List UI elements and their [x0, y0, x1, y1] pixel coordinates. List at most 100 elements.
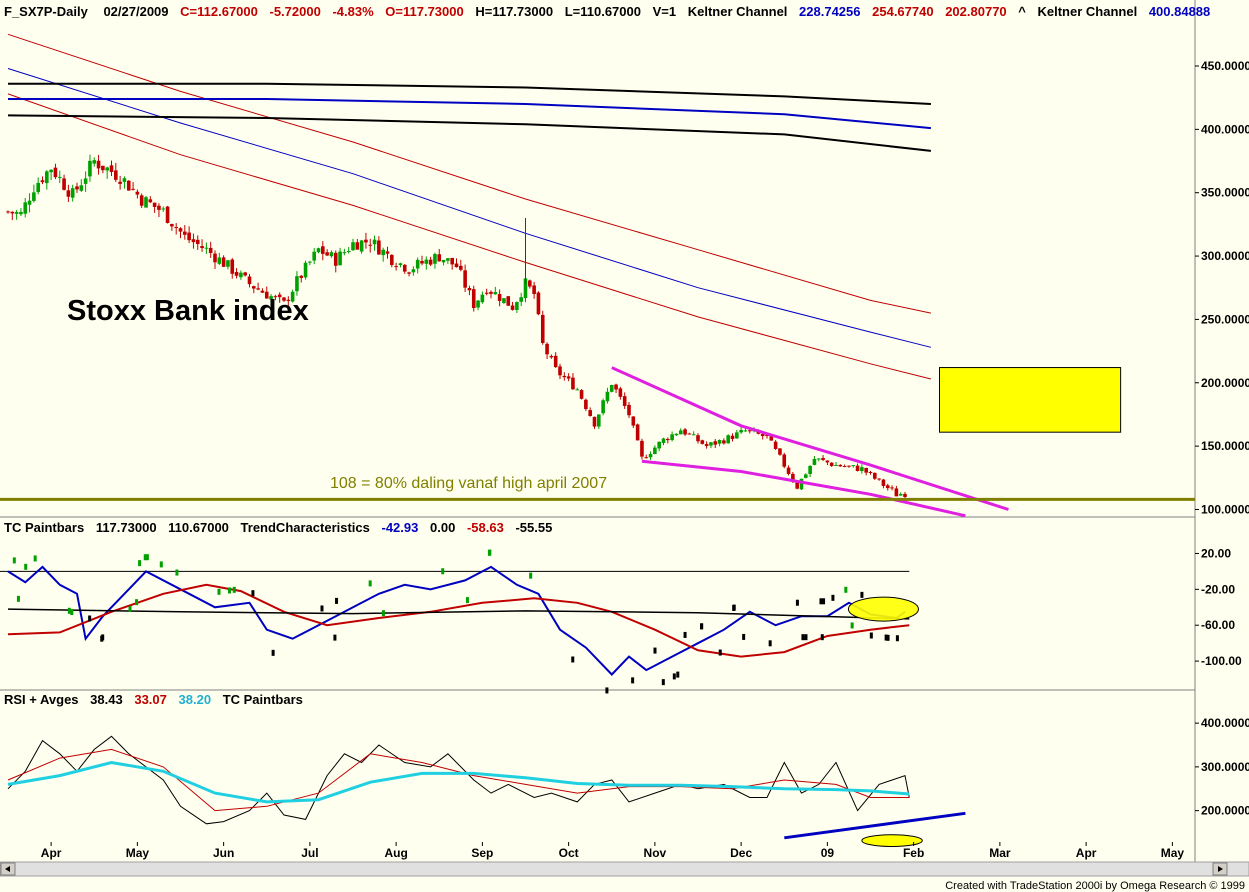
candle-down [165, 206, 170, 223]
candle-down [6, 211, 10, 213]
paintbar-dot [795, 599, 799, 606]
candle-down [528, 280, 532, 287]
candle-up [312, 251, 316, 261]
candle-up [424, 259, 429, 264]
candle-up [295, 276, 299, 292]
paintbar-dot [70, 609, 74, 616]
candle-up [515, 302, 519, 310]
paintbar-dot [335, 597, 339, 604]
footer-credit: Created with TradeStation 2000i by Omega… [945, 880, 1245, 892]
candle-down [234, 272, 239, 276]
candle-down [230, 259, 235, 274]
candle-up [502, 298, 506, 303]
candle-down [903, 493, 907, 497]
scrollbar-track[interactable] [0, 861, 1249, 877]
candle-up [523, 278, 528, 299]
xtick-label: Sep [471, 846, 493, 860]
trend-series-trend [7, 565, 906, 676]
highlight-box [939, 367, 1122, 433]
candle-up [739, 429, 743, 433]
xtick-label: Apr [41, 846, 62, 860]
candle-up [670, 434, 674, 441]
paintbar-dot [844, 586, 848, 593]
candle-down [243, 272, 247, 276]
xtick-label: Nov [644, 846, 667, 860]
paintbar-dot [159, 561, 163, 568]
candle-down [864, 467, 868, 473]
paintbar-dot [128, 605, 132, 612]
candle-down [782, 454, 787, 467]
candle-up [601, 400, 605, 414]
chart-title: Stoxx Bank index [67, 295, 309, 327]
rsi-panel-layer [7, 735, 966, 847]
candle-down [553, 355, 558, 368]
candle-down [152, 202, 157, 207]
candle-down [131, 188, 135, 190]
horizontal-scrollbar[interactable] [0, 861, 1249, 877]
paintbar-dot [175, 569, 179, 576]
candle-down [126, 180, 131, 191]
paintbar-dot [768, 640, 772, 647]
paintbar-dot [67, 607, 71, 614]
candle-down [687, 433, 692, 435]
candle-up [860, 467, 864, 472]
candle-down [778, 448, 782, 455]
candle-down [252, 286, 256, 289]
candle-down [264, 291, 269, 299]
candle-down [459, 265, 463, 270]
candle-down [325, 252, 329, 256]
candle-up [372, 239, 377, 245]
candle-up [36, 182, 40, 193]
paintbar-dot [700, 623, 704, 630]
candle-down [584, 399, 588, 410]
candle-up [476, 300, 480, 308]
candle-up [92, 160, 97, 164]
xtick-label: Oct [559, 846, 579, 860]
paintbar-dot [271, 649, 275, 656]
candle-down [40, 180, 45, 183]
candle-down [558, 366, 562, 376]
candle-up [14, 212, 19, 214]
xtick-label: Apr [1076, 846, 1097, 860]
candle-down [286, 299, 291, 301]
keltner2-middle-line [8, 98, 931, 130]
paintbar-dot [822, 598, 826, 605]
candle-down [463, 270, 467, 288]
candle-up [480, 294, 485, 303]
candle-up [23, 202, 28, 214]
candle-down [666, 438, 670, 441]
paintbar-dot [653, 647, 657, 654]
candle-down [489, 291, 493, 294]
candle-down [96, 160, 101, 169]
rsi-highlight-ellipse [861, 834, 923, 847]
paintbar-dot [145, 554, 149, 561]
candle-up [226, 260, 230, 267]
xtick-label: Jun [213, 846, 234, 860]
paintbar-dot [143, 554, 147, 561]
candle-up [674, 433, 679, 436]
candle-down [894, 488, 899, 497]
candle-down [631, 416, 636, 426]
arrow-left-icon [5, 866, 10, 872]
paintbar-dot [886, 634, 890, 641]
candle-up [441, 259, 446, 263]
price-ytick-label: 350.0000 [1201, 186, 1249, 200]
candle-down [450, 257, 454, 265]
paintbar-dot [869, 632, 873, 639]
candle-down [821, 457, 825, 460]
candles-layer [6, 154, 907, 499]
candle-up [735, 432, 739, 439]
paintbar-dot [801, 634, 805, 641]
candle-down [618, 388, 623, 397]
candle-down [377, 240, 381, 255]
price-ytick-label: 100.0000 [1201, 502, 1249, 516]
paintbar-dot [732, 604, 736, 611]
candle-down [795, 481, 799, 489]
paintbar-dot [217, 588, 221, 595]
candle-up [657, 441, 661, 449]
paintbar-dot [24, 563, 28, 570]
candle-up [49, 169, 53, 173]
trend-ytick-label: -60.00 [1201, 618, 1235, 632]
trend-series-average [7, 583, 910, 658]
candle-down [838, 464, 843, 467]
